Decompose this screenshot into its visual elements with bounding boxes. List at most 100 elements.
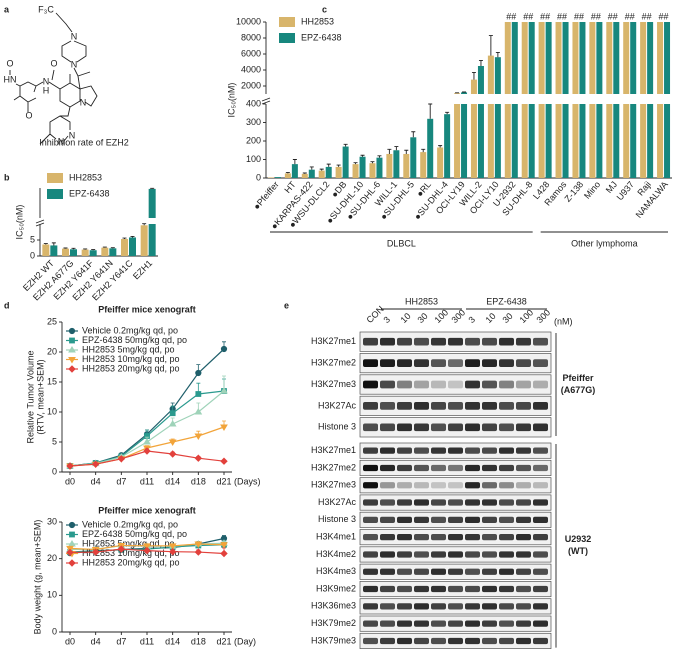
blot-band — [482, 464, 497, 472]
y-axis-title: IC₅₀(nM) — [14, 205, 24, 240]
bar — [101, 247, 109, 256]
blot-band — [363, 499, 378, 506]
marker — [168, 439, 177, 446]
blot-band — [482, 585, 497, 593]
blot-band — [482, 402, 497, 410]
atom-label: N — [43, 76, 50, 86]
blot-band — [533, 447, 548, 454]
legend-swatch — [279, 17, 295, 27]
blot-band — [482, 380, 497, 389]
blot-band — [380, 423, 395, 432]
y-tick-label: 200 — [246, 135, 261, 145]
y-tick-label: 30 — [47, 516, 57, 526]
blot-band — [414, 534, 429, 541]
marker — [220, 387, 228, 394]
cell-line-mutation: (WT) — [568, 546, 588, 556]
bar — [386, 153, 393, 178]
blot-band — [380, 534, 395, 541]
blot-band — [533, 464, 548, 472]
blot-band — [397, 534, 412, 541]
blot-band — [414, 585, 429, 593]
y-tick-label: 20 — [47, 346, 57, 356]
marker — [220, 345, 228, 353]
blot-band — [465, 551, 480, 558]
blot-band — [431, 499, 446, 506]
marker — [194, 433, 203, 440]
blot-band — [499, 568, 514, 575]
blot-row-label: H3K27Ac — [318, 400, 357, 410]
error-bar — [445, 111, 450, 115]
atom-label: O — [6, 58, 13, 68]
blot-band — [482, 447, 497, 454]
error-bar — [292, 159, 297, 165]
error-bar — [360, 154, 365, 157]
bar — [335, 166, 342, 178]
bar — [623, 104, 630, 178]
blot-band — [448, 534, 463, 541]
blot-band — [533, 551, 548, 558]
error-bar — [478, 59, 483, 66]
concentration-unit: (nM) — [554, 316, 573, 326]
blot-band — [516, 534, 531, 541]
blot-band — [482, 603, 497, 610]
blot-panel — [359, 374, 552, 395]
blot-band — [482, 620, 497, 627]
blot-band — [448, 603, 463, 610]
blot-band — [431, 482, 446, 489]
blot-band — [499, 603, 514, 610]
error-bar — [353, 162, 358, 165]
error-bar — [142, 223, 147, 226]
y-tick-label: 10 — [47, 590, 57, 600]
error-bar — [411, 131, 416, 138]
blot-band — [533, 637, 548, 645]
blot-band — [397, 464, 412, 472]
blot-band — [414, 620, 429, 627]
blot-band — [380, 380, 395, 389]
blot-band — [431, 447, 446, 454]
blot-band — [499, 551, 514, 558]
bar — [521, 104, 528, 178]
bar-flag: ## — [608, 11, 618, 21]
error-bar — [309, 166, 314, 170]
blot-band — [363, 568, 378, 575]
panel-letter: e — [284, 300, 289, 310]
bar — [318, 170, 325, 178]
lane-label: 3 — [467, 314, 478, 325]
marker — [194, 408, 203, 415]
bar-flag: ## — [506, 11, 516, 21]
bar — [579, 22, 586, 94]
lane-label: 30 — [501, 311, 515, 325]
blot-band — [414, 603, 429, 610]
error-bar — [336, 164, 341, 167]
blot-band — [533, 482, 548, 489]
marker — [117, 545, 126, 553]
blot-panel — [359, 477, 552, 494]
bar — [89, 250, 97, 256]
blot-band — [482, 551, 497, 558]
blot-band — [414, 447, 429, 454]
blot-band — [363, 423, 378, 432]
y-axis-title: (RTV, mean+SEM) — [35, 359, 45, 434]
blot-band — [465, 402, 480, 410]
blot-band — [363, 447, 378, 454]
error-bar — [377, 155, 382, 158]
bar-flag: ## — [523, 11, 533, 21]
atom-label: O — [50, 58, 57, 68]
bar — [477, 104, 484, 178]
panel-letter: a — [4, 4, 10, 14]
bar — [410, 137, 417, 178]
marker — [195, 391, 202, 397]
atom-label: HN — [4, 74, 17, 84]
blot-band — [465, 482, 480, 489]
legend-label: EPZ-6438 50mg/kg qd, po — [82, 529, 187, 539]
bar — [579, 104, 586, 178]
blot-row-label: H3K27Ac — [318, 497, 357, 507]
blot-band — [414, 423, 429, 432]
error-bar — [326, 163, 331, 167]
blot-row-label: H3K79me2 — [311, 618, 356, 628]
x-axis-unit: (Days) — [234, 476, 261, 486]
blot-band — [533, 603, 548, 610]
error-bar — [370, 161, 375, 164]
blot-band — [448, 337, 463, 346]
